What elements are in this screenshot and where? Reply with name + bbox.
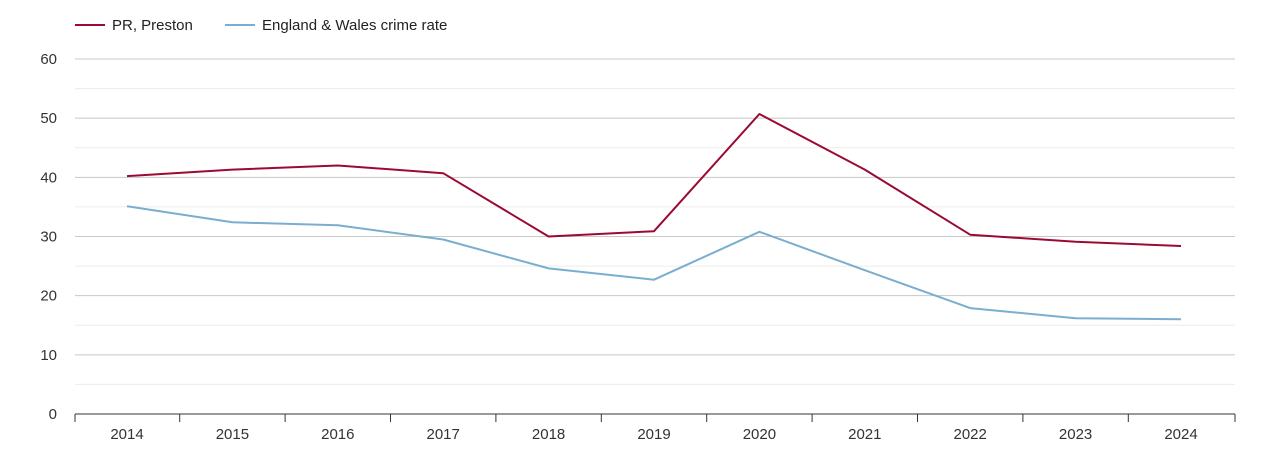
series-lines (126, 113, 1182, 321)
x-axis: 2014 2015 2016 2017 2018 2019 2020 2021 2022 2023… (74, 414, 1236, 443)
legend-item-england-wales[interactable]: England & Wales crime rate (225, 17, 447, 34)
x-tick-label: 2017 (427, 426, 460, 443)
x-tick-label: 2014 (110, 426, 143, 443)
y-axis: 0 10 20 30 40 50 60 (40, 51, 57, 423)
x-tick-label: 2019 (637, 426, 670, 443)
legend-label-england-wales: England & Wales crime rate (262, 17, 447, 34)
y-tick-label: 10 (40, 347, 57, 364)
y-tick-label: 20 (40, 288, 57, 305)
y-tick-label: 0 (49, 406, 57, 423)
series-0 (126, 113, 1182, 247)
x-tick-label: 2024 (1164, 426, 1197, 443)
x-tick-label: 2023 (1059, 426, 1092, 443)
series-line[interactable] (126, 113, 1182, 247)
series-line[interactable] (126, 205, 1182, 321)
gridlines (75, 58, 1235, 385)
x-tick-label: 2016 (321, 426, 354, 443)
x-tick-label: 2018 (532, 426, 565, 443)
y-tick-label: 40 (40, 169, 57, 186)
x-tick-label: 2020 (743, 426, 776, 443)
x-tick-label: 2021 (848, 426, 881, 443)
series-1 (126, 205, 1182, 321)
x-tick-label: 2022 (954, 426, 987, 443)
y-tick-label: 60 (40, 51, 57, 68)
legend-item-preston[interactable]: PR, Preston (75, 17, 193, 34)
legend: PR, Preston England & Wales crime rate (75, 17, 447, 34)
y-tick-label: 30 (40, 229, 57, 246)
x-tick-label: 2015 (216, 426, 249, 443)
legend-label-preston: PR, Preston (112, 17, 193, 34)
y-tick-label: 50 (40, 110, 57, 127)
